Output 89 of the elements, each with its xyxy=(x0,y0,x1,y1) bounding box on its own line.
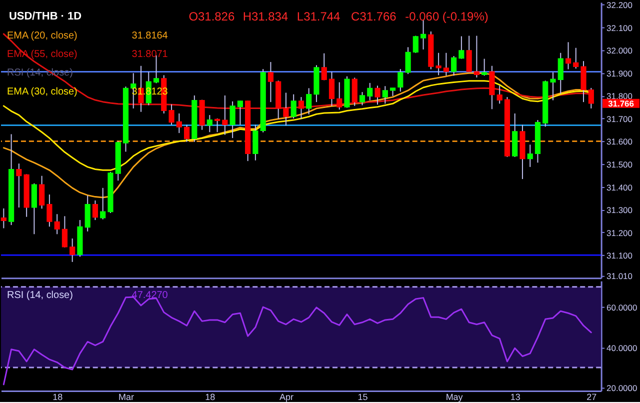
y-tick-label: 20.0000 xyxy=(606,383,638,394)
candlestick xyxy=(321,52,327,81)
x-tick-label: May xyxy=(446,392,464,402)
candlestick xyxy=(405,46,411,75)
y-tick-label: 32.200 xyxy=(606,0,633,10)
y-tick-label: 32.100 xyxy=(606,22,633,33)
x-tick-label: Apr xyxy=(279,392,294,402)
candlestick xyxy=(230,100,236,139)
y-tick-label: 31.200 xyxy=(606,228,633,238)
x-tick-label: 18 xyxy=(205,392,216,402)
text: EMA (20, close) xyxy=(6,30,78,42)
candlestick xyxy=(489,65,495,110)
candlestick xyxy=(443,52,449,76)
annotation: 47.4270 xyxy=(132,290,168,301)
candlestick xyxy=(283,92,289,126)
candlestick xyxy=(527,144,533,168)
candlestick xyxy=(565,42,572,70)
candlestick xyxy=(382,86,388,104)
candlestick xyxy=(328,71,335,106)
candlestick xyxy=(46,194,52,228)
candlestick xyxy=(474,35,480,78)
candlestick xyxy=(252,124,258,161)
annotation: C31.766 xyxy=(351,9,397,24)
candlestick xyxy=(558,52,564,94)
y-tick-label: 31.500 xyxy=(606,160,633,170)
candlestick xyxy=(62,216,68,248)
candlestick xyxy=(482,58,488,76)
y-tick-label: 31.400 xyxy=(606,182,633,192)
y-tick-label: 40.0000 xyxy=(606,342,638,353)
annotation: 31.8164 xyxy=(132,30,168,42)
candlestick xyxy=(184,124,190,142)
candlestick xyxy=(206,114,212,133)
annotation: O31.826 xyxy=(188,9,235,24)
candlestick xyxy=(436,52,442,76)
series-label: EMA (30, close) xyxy=(6,86,78,98)
x-tick-label: 15 xyxy=(358,392,368,402)
candlestick xyxy=(92,200,98,221)
candlestick xyxy=(168,104,174,126)
candlestick xyxy=(573,47,579,70)
y-tick-label: 31.900 xyxy=(606,68,633,78)
candlestick xyxy=(0,208,6,229)
candlestick xyxy=(39,175,45,210)
candlestick xyxy=(31,182,37,235)
y-tick-label: 31.010 xyxy=(606,271,633,282)
annotation: L31.744 xyxy=(296,9,341,24)
candlestick xyxy=(100,187,106,220)
candlestick xyxy=(214,118,220,133)
candlestick xyxy=(398,68,404,92)
candlestick xyxy=(268,61,274,103)
annotation: 31.8071 xyxy=(132,48,168,60)
y-tick-label: 31.700 xyxy=(606,114,633,124)
candlestick xyxy=(451,56,457,76)
candlestick xyxy=(352,77,358,106)
candlestick xyxy=(70,238,76,262)
candlestick xyxy=(336,82,342,110)
y-tick-label: 31.300 xyxy=(606,205,633,216)
candlestick xyxy=(374,85,380,106)
candlestick xyxy=(84,194,90,232)
candlestick xyxy=(306,88,312,115)
text: RSI (14, close) xyxy=(6,290,73,301)
candlestick xyxy=(550,72,556,101)
x-tick-label: 13 xyxy=(510,392,520,402)
x-tick-label: 18 xyxy=(52,392,63,402)
candlestick xyxy=(580,60,586,103)
candlestick xyxy=(222,94,228,136)
y-tick-label: 32.000 xyxy=(606,46,633,56)
candlestick xyxy=(237,100,243,126)
x-tick-label: Mar xyxy=(118,392,134,402)
y-tick-label: 60.0000 xyxy=(606,302,638,313)
y-tick-label: 31.100 xyxy=(606,250,633,261)
candlestick xyxy=(466,35,472,72)
text: USD/THB · 1D xyxy=(8,10,82,22)
candlestick xyxy=(458,36,464,60)
candlestick xyxy=(496,85,502,104)
candlestick xyxy=(359,92,366,106)
candlestick xyxy=(16,163,22,208)
annotation: H31.834 xyxy=(242,9,288,24)
candlestick xyxy=(588,87,594,109)
candlestick xyxy=(412,35,418,54)
candlestick xyxy=(298,96,304,120)
candlestick xyxy=(367,82,373,101)
candlestick xyxy=(176,112,182,134)
candlestick xyxy=(54,214,60,235)
annotation: 31.8123 xyxy=(132,86,168,98)
x-tick-label: 27 xyxy=(586,392,597,402)
annotation: -0.060 (-0.19%) xyxy=(405,9,488,24)
y-tick-label: 31.600 xyxy=(606,136,633,147)
candlestick xyxy=(290,94,296,119)
candlestick xyxy=(420,20,426,50)
